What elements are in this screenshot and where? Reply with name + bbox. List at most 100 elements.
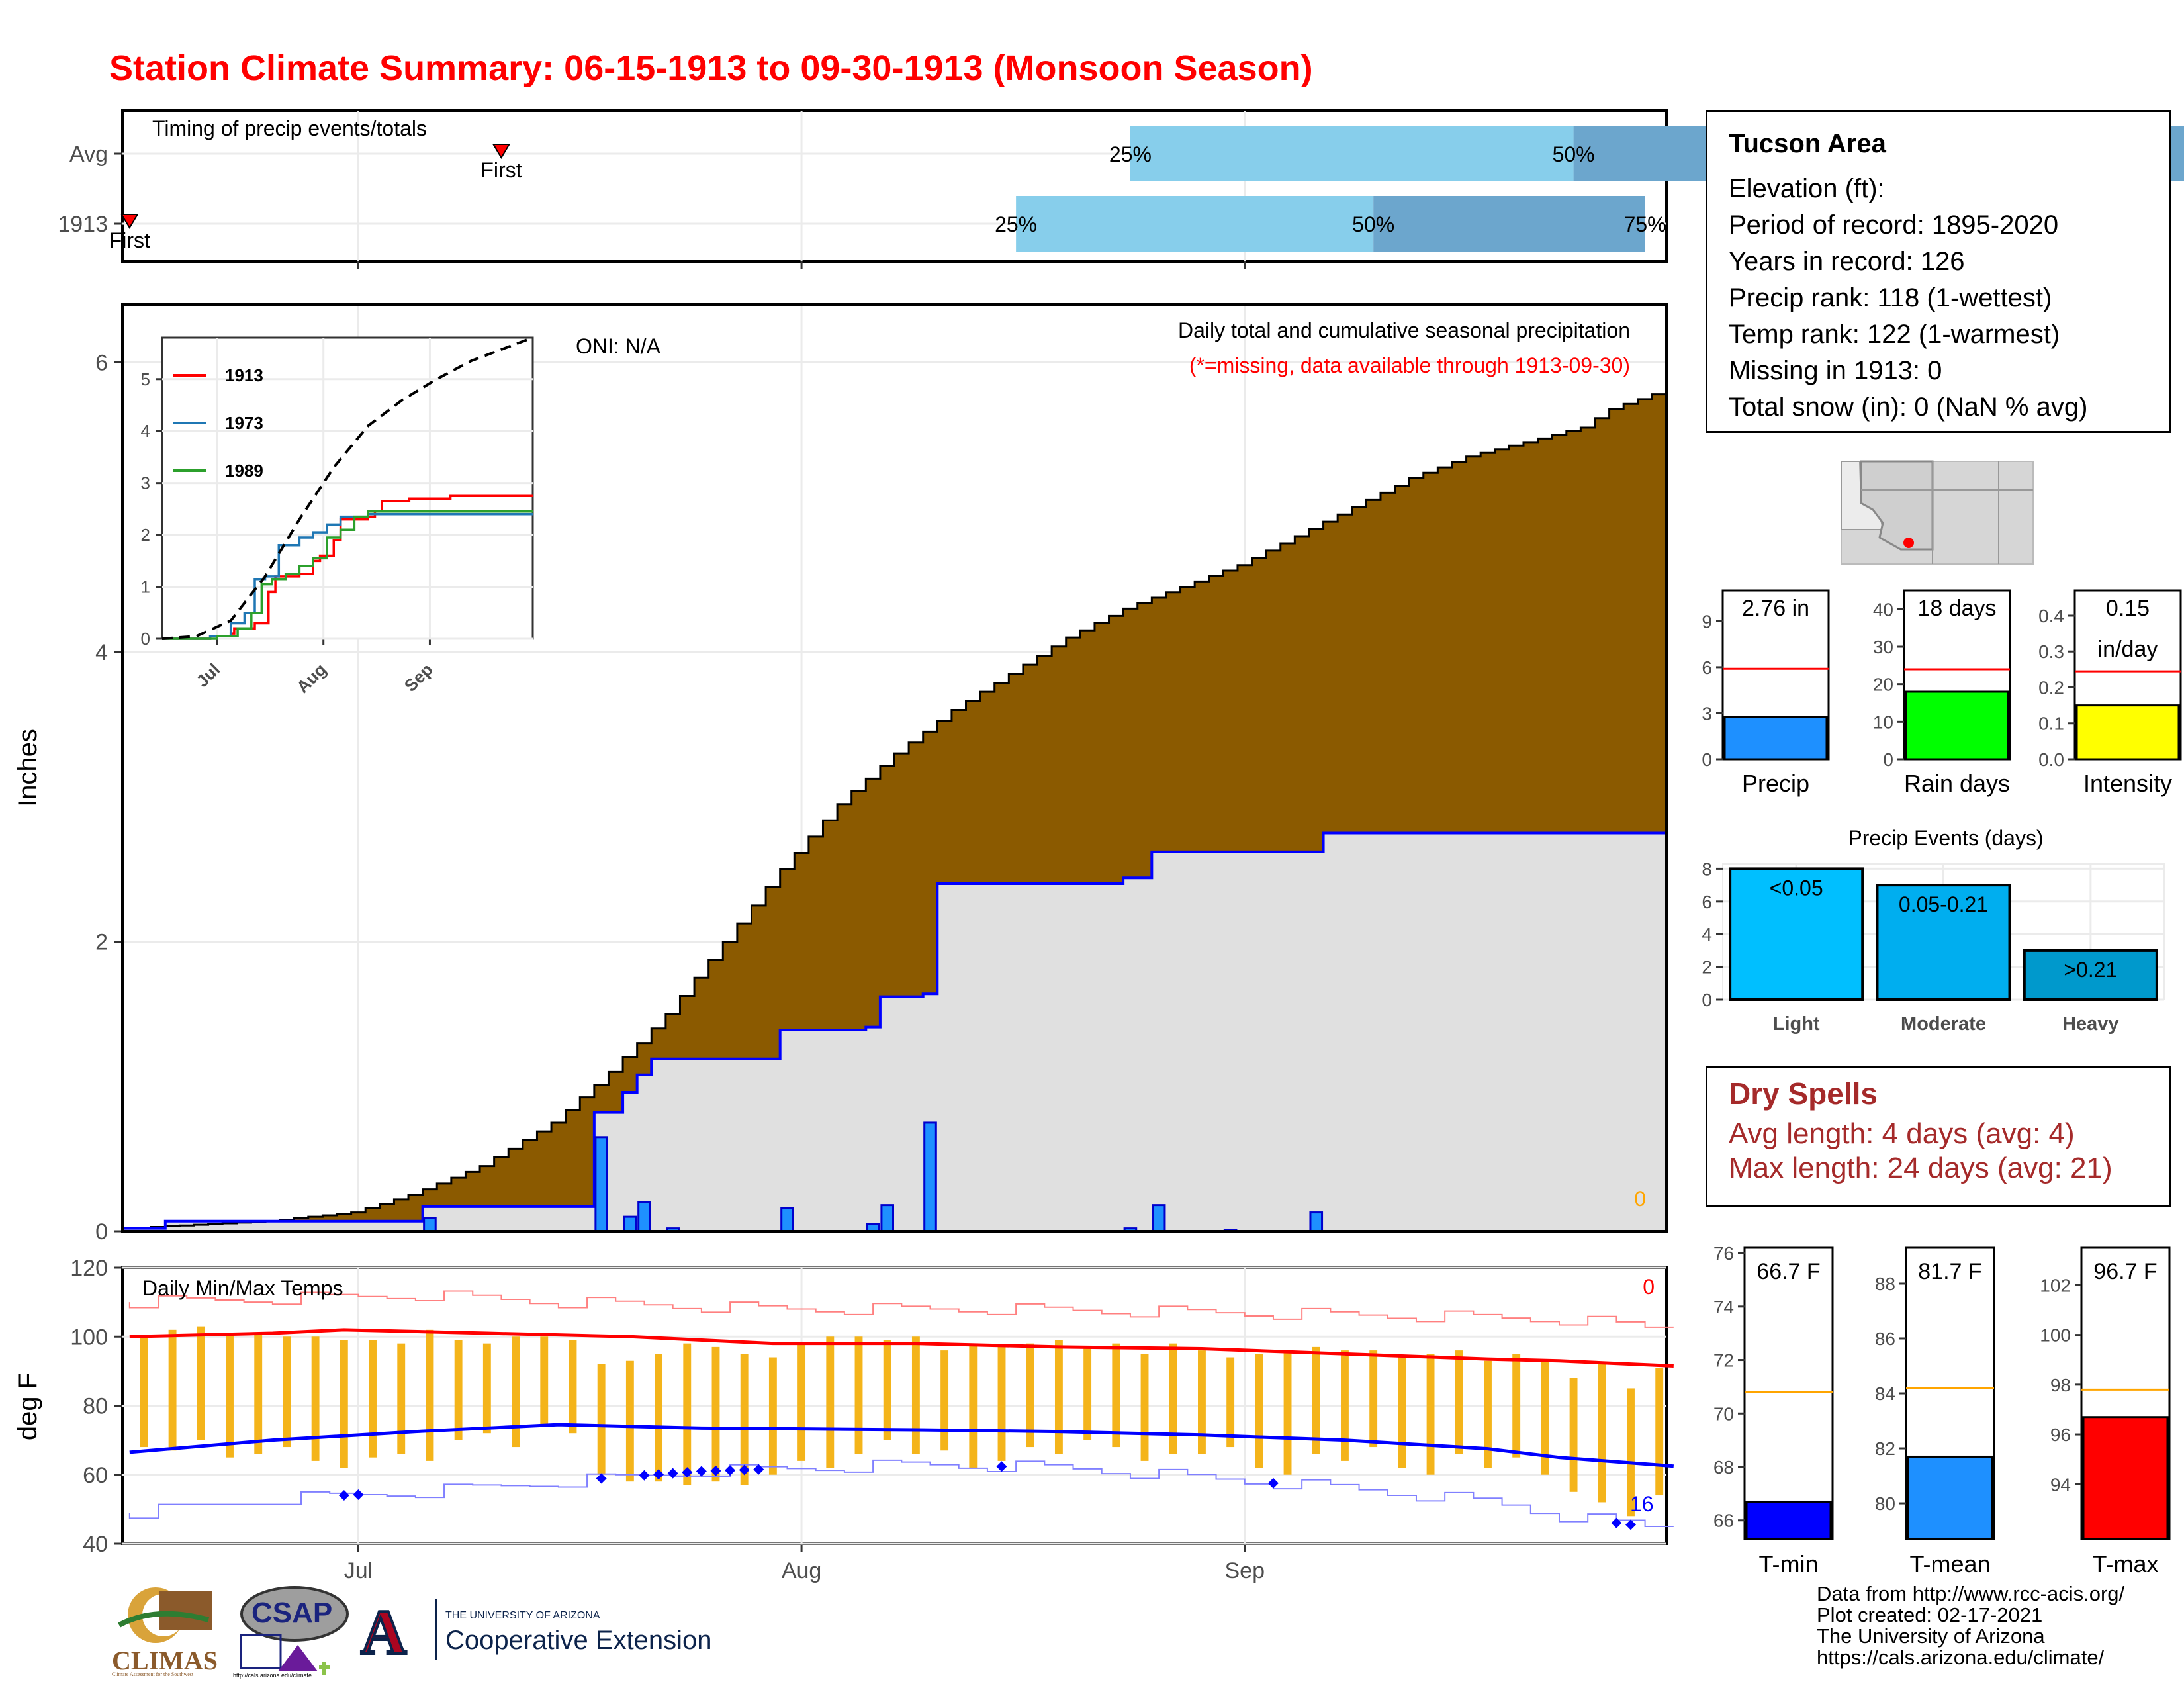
- dry-spells-max: Max length: 24 days (avg: 21): [1729, 1152, 2113, 1184]
- daily-precip-bar: [1309, 1211, 1324, 1233]
- ua-divider: [435, 1599, 437, 1660]
- temp-missing-bottom: 16: [1630, 1492, 1654, 1516]
- temp-range-bar: [397, 1343, 406, 1454]
- mini-precip-y-label: 9: [1702, 611, 1712, 632]
- temp-range-bar: [797, 1343, 806, 1461]
- mini-precip-y-label: 0.1: [2038, 714, 2064, 734]
- station-name: Tucson Area: [1729, 129, 1886, 158]
- temp-mini-y-label: 100: [2040, 1325, 2071, 1346]
- mini-precip-y-label: 20: [1873, 675, 1893, 695]
- station-info-box: Tucson Area Elevation (ft): Period of re…: [1706, 110, 2171, 433]
- first-marker-icon: [492, 144, 511, 159]
- temp-range-bar: [1026, 1343, 1034, 1448]
- dry-spells-title: Dry Spells: [1729, 1076, 1878, 1111]
- csap-logo: CSAP http://cals.arizona.edu/climate: [232, 1582, 351, 1681]
- temp-range-bar: [1255, 1354, 1263, 1468]
- temp-range-bar: [1083, 1346, 1092, 1440]
- temp-range-bar: [540, 1336, 549, 1427]
- temp-range-bar: [768, 1357, 777, 1475]
- mini-precip-y-label: 6: [1702, 657, 1712, 678]
- temp-mini-y-label: 70: [1713, 1403, 1734, 1424]
- missing-day-diamond-icon: [667, 1468, 678, 1479]
- mini-precip-panels: 0 3 6 9 2.76 in Precip 0 10 20 30 40 18 days Rain da…: [1702, 589, 2182, 797]
- temp-range-bar: [283, 1336, 291, 1448]
- csap-cloud-icon: [240, 1586, 349, 1675]
- mini-precip-y-label: 10: [1873, 712, 1893, 732]
- temp-range-bar: [1627, 1388, 1635, 1517]
- mini-precip-name: Precip: [1742, 770, 1809, 797]
- timing-bar-q25-q50: [1130, 126, 1574, 181]
- temp-range-bar: [1169, 1343, 1177, 1454]
- temp-range-bar: [1369, 1350, 1378, 1448]
- daily-precip-bar: [780, 1207, 794, 1233]
- temp-range-bar: [940, 1350, 949, 1451]
- temp-range-bar: [369, 1340, 377, 1458]
- precip-missing-count: 0: [1634, 1187, 1646, 1211]
- temp-range-bar: [1541, 1360, 1549, 1475]
- missing-day-diamond-icon: [1611, 1517, 1622, 1528]
- events-bar: [1729, 867, 1864, 1002]
- events-x-label: Light: [1773, 1013, 1820, 1035]
- events-bar: [1876, 884, 2011, 1001]
- mini-precip-y-label: 0.3: [2038, 641, 2064, 662]
- missing-day-diamond-icon: [753, 1464, 764, 1475]
- temp-mini-value: 96.7 F: [2093, 1259, 2157, 1284]
- temp-range-bar: [683, 1343, 692, 1485]
- temp-panel-label: Daily Min/Max Temps: [142, 1276, 343, 1300]
- temp-range-bar: [1054, 1340, 1063, 1454]
- info-line: Temp rank: 122 (1-warmest): [1729, 320, 2060, 349]
- timing-q75-label: 75%: [1624, 212, 1666, 236]
- footer-line: Plot created: 02-17-2021: [1817, 1603, 2043, 1626]
- mini-precip-name: Intensity: [2083, 770, 2172, 797]
- temp-mini-y-label: 72: [1713, 1350, 1734, 1371]
- mini-precip-value-unit: in/day: [2098, 637, 2158, 662]
- temp-range-bar: [1312, 1346, 1320, 1454]
- timing-bar-q50-q75: [1373, 196, 1645, 252]
- inset-y-tick-label: 1: [141, 577, 150, 597]
- temp-range-bar: [1512, 1354, 1521, 1458]
- inset-y-tick-label: 5: [141, 369, 150, 389]
- temp-y-tick-label: 80: [83, 1394, 108, 1419]
- daily-precip-bar: [623, 1215, 637, 1233]
- missing-day-diamond-icon: [653, 1469, 664, 1480]
- temp-range-bar: [1112, 1343, 1120, 1448]
- events-bar-label: >0.21: [2064, 958, 2117, 982]
- temp-mini-y-label: 82: [1875, 1438, 1895, 1459]
- info-line: Missing in 1913: 0: [1729, 356, 1942, 385]
- mini-precip-value: 18 days: [1917, 596, 1996, 621]
- temp-mini-y-label: 102: [2040, 1275, 2071, 1295]
- tmin-avg-line: [129, 1423, 1674, 1468]
- oni-label: ONI: N/A: [576, 334, 661, 358]
- tmax-record-line: [128, 1290, 1674, 1328]
- timing-panel: Timing of precip events/totals Avg 25% 50% 7…: [58, 109, 2184, 269]
- events-title: Precip Events (days): [1848, 826, 2043, 850]
- temp-mini-name: T-min: [1759, 1550, 1819, 1577]
- footer-line: https://cals.arizona.edu/climate/: [1817, 1646, 2105, 1669]
- timing-q25-label: 25%: [1109, 142, 1152, 166]
- temp-missing-top: 0: [1643, 1275, 1655, 1299]
- temp-mini-y-label: 96: [2050, 1425, 2071, 1445]
- temp-mini-y-label: 86: [1875, 1329, 1895, 1349]
- temp-range-bar: [168, 1329, 177, 1451]
- footer-credits: Data from http://www.rcc-acis.org/ Plot …: [1817, 1583, 2124, 1668]
- events-y-label: 2: [1702, 957, 1712, 978]
- info-line: Total snow (in): 0 (NaN % avg): [1729, 393, 2088, 422]
- inset-y-tick-label: 2: [141, 525, 150, 545]
- inset-y-tick-label: 3: [141, 473, 150, 493]
- first-marker-label: First: [480, 158, 522, 182]
- mini-precip-y-label: 0.0: [2038, 749, 2064, 770]
- timing-q25-label: 25%: [995, 212, 1037, 236]
- missing-day-diamond-icon: [725, 1465, 736, 1476]
- temp-y-tick-label: 60: [83, 1463, 108, 1488]
- temp-range-bar: [740, 1354, 749, 1485]
- events-x-label: Heavy: [2062, 1013, 2118, 1035]
- temp-range-bar: [311, 1336, 320, 1461]
- inset-legend-label: 1913: [225, 365, 263, 385]
- temp-range-bar: [625, 1360, 634, 1482]
- temp-range-bar: [655, 1354, 663, 1482]
- temp-mini-name: T-mean: [1909, 1550, 1990, 1577]
- page-title: Station Climate Summary: 06-15-1913 to 0…: [109, 48, 1313, 88]
- climas-text: CLIMAS: [112, 1646, 218, 1675]
- mini-precip-y-label: 0.2: [2038, 677, 2064, 698]
